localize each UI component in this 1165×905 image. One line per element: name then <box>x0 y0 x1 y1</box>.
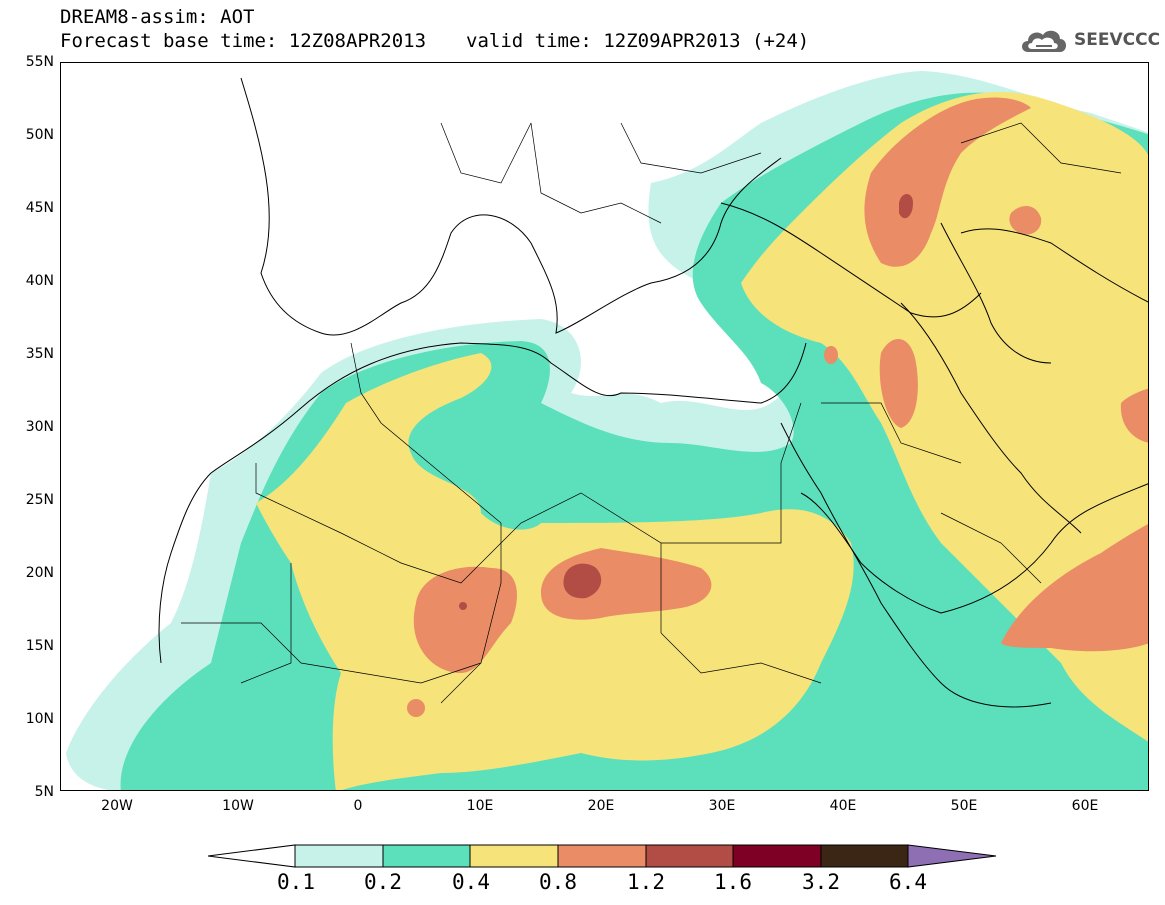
forecast-times: Forecast base time: 12Z08APR2013 valid ti… <box>60 30 809 52</box>
map-canvas <box>66 71 1148 790</box>
lon-label: 20W <box>101 798 133 814</box>
colorbar-low-triangle <box>208 844 296 868</box>
colorbar-label: 0.8 <box>539 870 577 894</box>
colorbar-segment <box>645 844 734 868</box>
colorbar-segment <box>820 844 909 868</box>
dust-aot-map <box>60 62 1149 791</box>
colorbar-segment <box>557 844 647 868</box>
lat-label: 50N <box>25 127 54 143</box>
colorbar-label: 0.4 <box>452 870 490 894</box>
lat-label: 55N <box>25 54 54 70</box>
lat-label: 20N <box>25 565 54 581</box>
colorbar-label: 0.2 <box>364 870 402 894</box>
aot-band-0-8 <box>407 97 1148 717</box>
lat-label: 40N <box>25 273 54 289</box>
lon-label: 20E <box>587 798 615 814</box>
cloud-icon <box>1022 30 1066 52</box>
valid-time: valid time: 12Z09APR2013 (+24) <box>466 30 810 52</box>
aot-colorbar <box>208 844 997 868</box>
colorbar-label: 6.4 <box>889 870 927 894</box>
colorbar-segment <box>294 844 384 868</box>
colorbar-segment <box>732 844 822 868</box>
colorbar-segment <box>382 844 471 868</box>
colorbar-segment <box>469 844 559 868</box>
colorbar-label: 0.1 <box>277 870 315 894</box>
lon-label: 50E <box>950 798 978 814</box>
colorbar-label: 3.2 <box>802 870 840 894</box>
colorbar-label: 1.6 <box>714 870 752 894</box>
lon-label: 60E <box>1071 798 1099 814</box>
lon-label: 10E <box>466 798 494 814</box>
lat-label: 15N <box>25 638 54 654</box>
colorbar-high-triangle <box>907 844 997 868</box>
lat-label: 30N <box>25 419 54 435</box>
lat-label: 10N <box>25 711 54 727</box>
seevccc-logo: SEEVCCC <box>1018 22 1160 58</box>
lon-label: 0 <box>353 798 363 814</box>
base-time: Forecast base time: 12Z08APR2013 <box>60 30 427 52</box>
map-title: DREAM8-assim: AOT <box>60 6 255 28</box>
logo-text: SEEVCCC <box>1074 30 1161 50</box>
lat-label: 5N <box>34 784 54 800</box>
country-borders <box>181 122 1122 704</box>
aot-band-1-2 <box>459 194 913 610</box>
lon-label: 10W <box>222 798 254 814</box>
lon-label: 40E <box>829 798 857 814</box>
lat-label: 45N <box>25 200 54 216</box>
lat-label: 25N <box>25 492 54 508</box>
lat-label: 35N <box>25 346 54 362</box>
colorbar-label: 1.2 <box>627 870 665 894</box>
lon-label: 30E <box>708 798 736 814</box>
coastlines <box>158 77 1148 708</box>
